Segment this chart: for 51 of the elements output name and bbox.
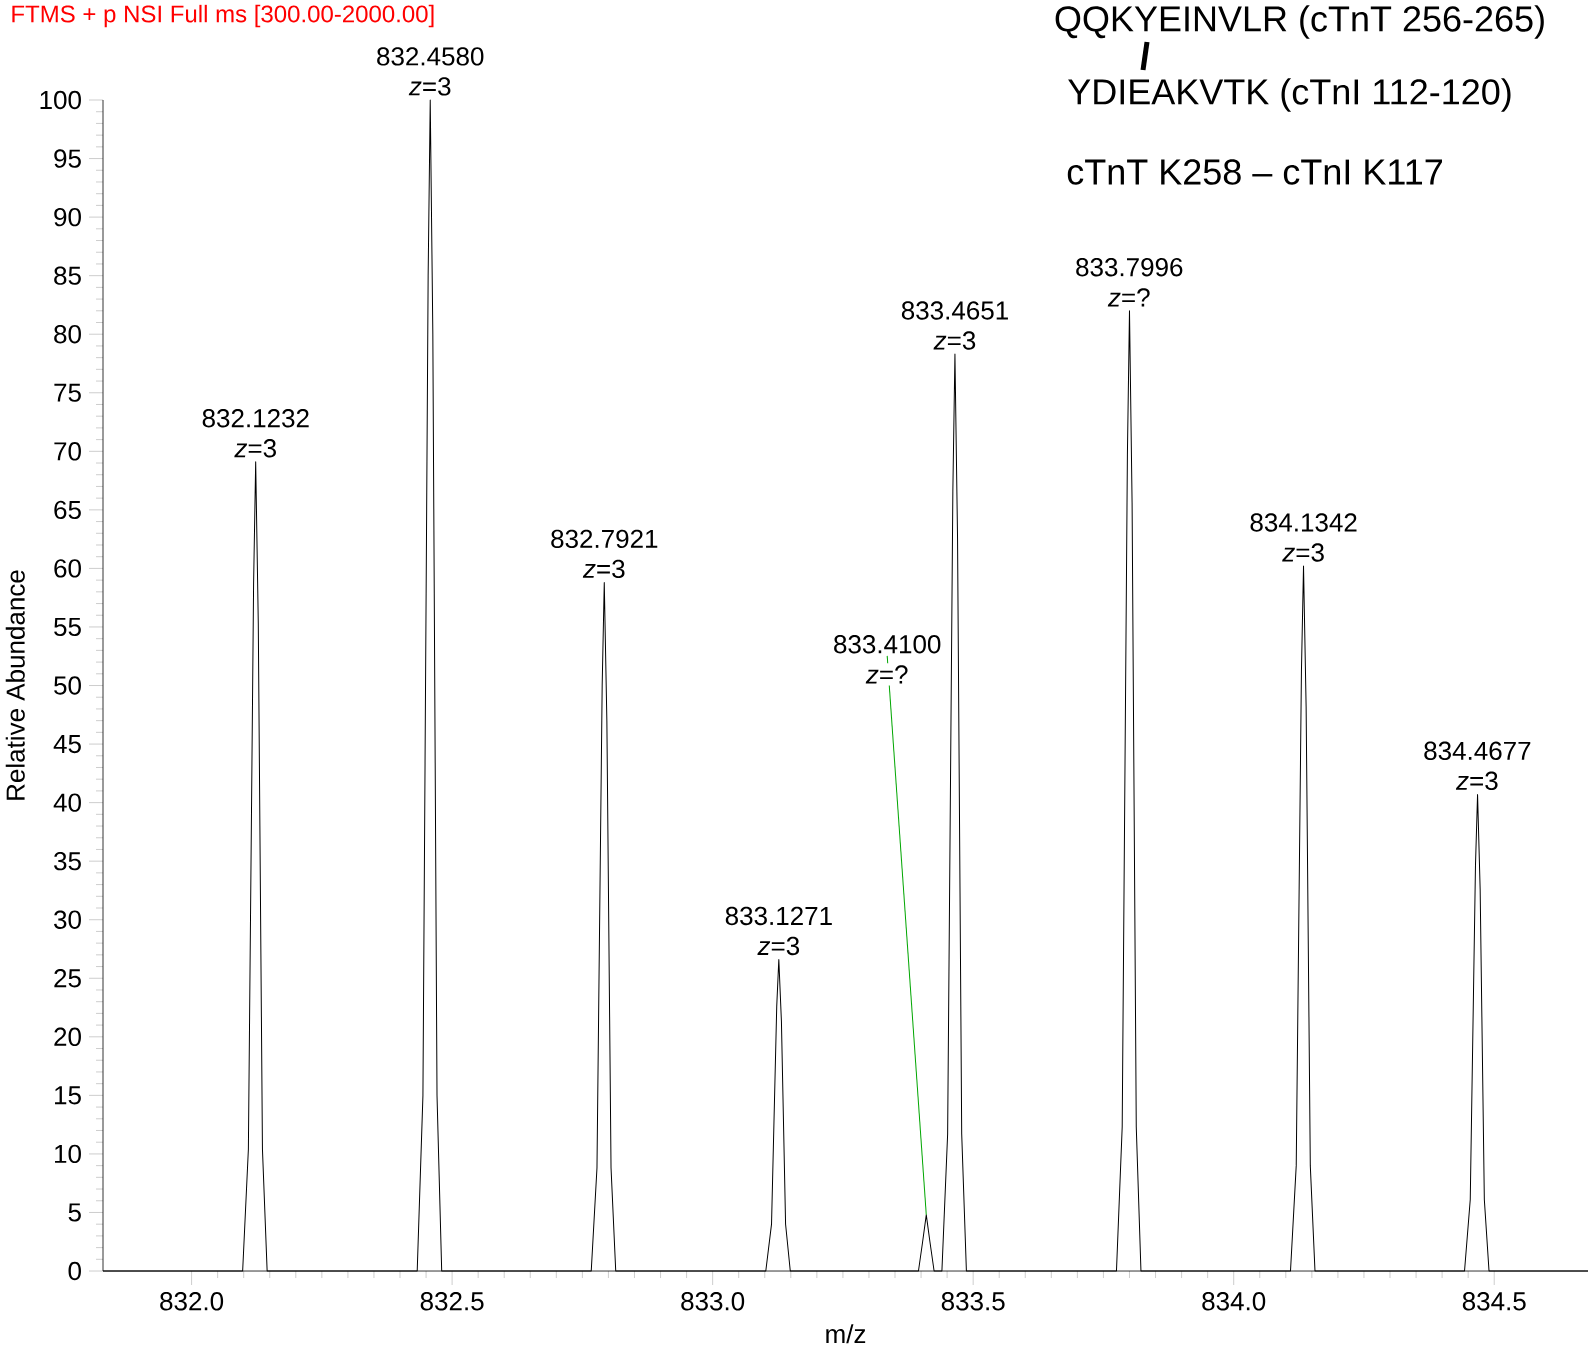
- y-tick-label: 65: [54, 500, 81, 520]
- annotation: 834.1342: [1250, 513, 1357, 532]
- x-axis-title: m/z: [826, 1324, 866, 1344]
- y-tick-label: 90: [54, 207, 81, 227]
- annotation: cTnT K258 – cTnI K117: [1067, 159, 1442, 185]
- x-tick-label: 834.0: [1202, 1292, 1266, 1311]
- annotation: 833.7996: [1076, 257, 1183, 277]
- y-tick-label: 70: [54, 442, 81, 461]
- annotation: z=3: [933, 331, 976, 350]
- annotation: z=3: [1282, 543, 1324, 562]
- y-tick-label: 85: [54, 266, 81, 285]
- y-tick-label: 40: [53, 793, 81, 812]
- y-tick-label: 80: [54, 325, 81, 344]
- annotation: 832.7921: [551, 529, 658, 549]
- x-tick-label: 832.0: [160, 1292, 224, 1311]
- y-tick-label: 20: [54, 1027, 81, 1047]
- y-tick-label: 60: [54, 559, 81, 578]
- y-tick-label: 15: [55, 1086, 81, 1105]
- y-tick-label: 10: [55, 1144, 81, 1164]
- y-tick-label: 45: [53, 735, 81, 754]
- y-tick-label: 30: [54, 910, 81, 929]
- annotation: z=?: [1107, 288, 1150, 307]
- text: QQKYEINVLR (cTnT 256-265): [1055, 5, 1544, 39]
- annotation: z=3: [757, 936, 800, 956]
- y-tick-label: 95: [54, 149, 81, 168]
- y-tick-label: 100: [40, 90, 81, 110]
- y-tick-label: 50: [54, 676, 81, 695]
- annotation: z=3: [582, 559, 625, 579]
- annotation: 833.1271: [725, 906, 832, 926]
- x-tick-label: 832.5: [420, 1292, 484, 1311]
- x-tick-label: 833.0: [681, 1292, 745, 1311]
- annotation: z=?: [865, 665, 908, 684]
- annotation: 833.4651: [901, 301, 1008, 320]
- x-tick-label: 834.5: [1462, 1292, 1526, 1311]
- y-tick-label: 35: [54, 851, 81, 871]
- annotation: 832.1232: [202, 409, 309, 428]
- annotation: YDIEAKVTK (cTnI 112-120): [1068, 78, 1511, 112]
- chart-title: FTMS + p NSI Full ms [300.00-2000.00]: [12, 4, 434, 28]
- annotation: 832.4580: [377, 47, 484, 66]
- y-axis-title: Relative Abundance: [5, 570, 25, 800]
- y-tick-label: 55: [54, 617, 81, 637]
- y-tick-label: 75: [54, 383, 81, 402]
- annotation: 834.4677: [1424, 741, 1531, 761]
- x-tick-label: 833.5: [941, 1292, 1005, 1311]
- annotation: 833.4100: [834, 635, 941, 654]
- annotation: z=3: [408, 77, 451, 96]
- y-tick-label: 25: [54, 969, 81, 988]
- annotation: z=3: [234, 439, 276, 458]
- y-tick-label: 5: [68, 1203, 81, 1222]
- annotation: z=3: [1455, 771, 1498, 791]
- y-tick-label: 0: [68, 1261, 81, 1281]
